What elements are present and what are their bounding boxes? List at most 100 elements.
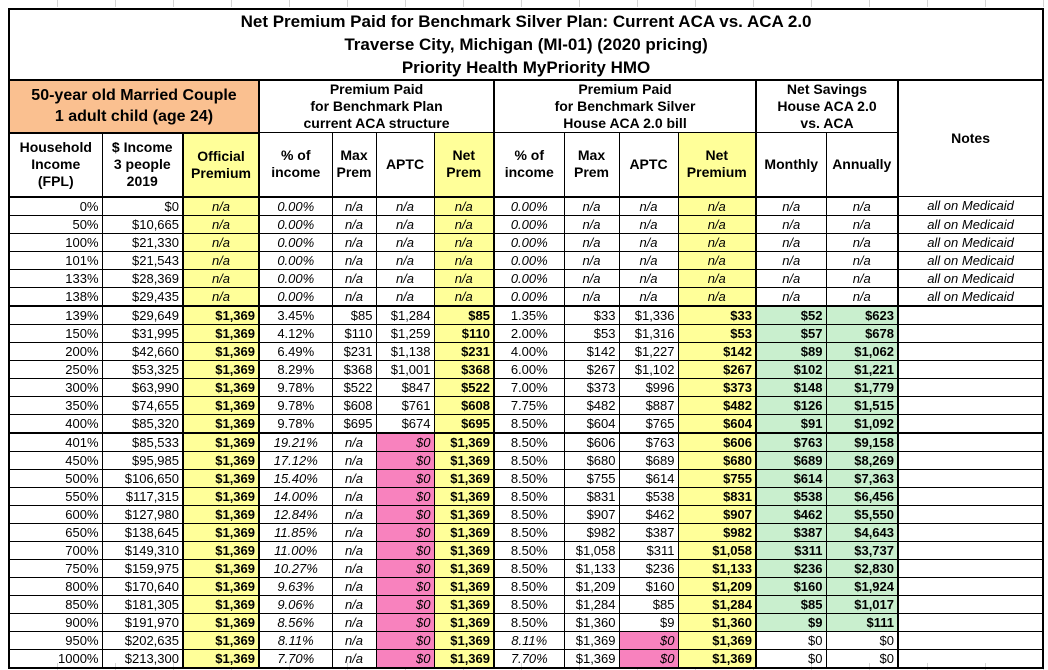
cell-max-prem-house: n/a xyxy=(563,268,620,288)
title-line-3: Priority Health MyPriority HMO xyxy=(401,58,651,77)
cell-max-prem-house: n/a xyxy=(563,250,620,270)
cell-income-2019: $138,645 xyxy=(101,522,184,542)
cell-max-prem-aca: $368 xyxy=(331,359,377,379)
cell-fpl: 600% xyxy=(8,504,103,524)
table-row: 900% $191,970 $1,369 8.56% n/a $0 $1,369 8.50% $… xyxy=(8,612,1044,632)
cell-net-prem-aca: n/a xyxy=(433,286,495,307)
cell-max-prem-house: $604 xyxy=(563,413,620,434)
column-header-pct-income-aca: % of income xyxy=(258,132,333,198)
cell-savings-monthly: n/a xyxy=(755,268,827,288)
cell-max-prem-house: n/a xyxy=(563,286,620,307)
cell-official-premium: $1,369 xyxy=(182,630,260,650)
cell-aptc-house: $387 xyxy=(618,522,679,542)
column-header-aptc-aca: APTC xyxy=(375,132,435,198)
cell-savings-annually: $3,737 xyxy=(825,540,899,560)
cell-pct-income-aca: 9.78% xyxy=(258,413,333,434)
title-line-1: Net Premium Paid for Benchmark Silver Pl… xyxy=(240,12,812,31)
cell-max-prem-aca: n/a xyxy=(331,450,377,470)
cell-fpl: 133% xyxy=(8,268,103,288)
cell-net-prem-aca: $1,369 xyxy=(433,576,495,596)
cell-fpl: 950% xyxy=(8,630,103,650)
cell-max-prem-aca: $695 xyxy=(331,413,377,434)
cell-savings-annually: $4,643 xyxy=(825,522,899,542)
cell-aptc-aca: $674 xyxy=(375,413,435,434)
cell-max-prem-aca: n/a xyxy=(331,268,377,288)
cell-fpl: 138% xyxy=(8,286,103,307)
column-header-max-prem-house: Max Prem xyxy=(563,132,620,198)
cell-official-premium: $1,369 xyxy=(182,413,260,434)
cell-savings-monthly: $160 xyxy=(755,576,827,596)
cell-savings-monthly: n/a xyxy=(755,196,827,216)
cell-income-2019: $149,310 xyxy=(101,540,184,560)
cell-net-premium-house: $982 xyxy=(677,522,757,542)
cell-official-premium: n/a xyxy=(182,232,260,252)
group-header-current-aca: Premium Paid for Benchmark Plan current … xyxy=(258,79,495,133)
cell-income-2019: $127,980 xyxy=(101,504,184,524)
cell-notes xyxy=(896,450,1044,470)
cell-official-premium: $1,369 xyxy=(182,540,260,560)
cell-income-2019: $213,300 xyxy=(101,648,184,668)
cell-net-premium-house: n/a xyxy=(677,286,757,307)
cell-savings-monthly: $538 xyxy=(755,486,827,506)
cell-income-2019: $85,320 xyxy=(101,413,184,434)
cell-net-prem-aca: $110 xyxy=(433,323,495,343)
cell-aptc-aca: $0 xyxy=(375,630,435,650)
cell-fpl: 401% xyxy=(8,432,103,452)
table-row: 250% $53,325 $1,369 8.29% $368 $1,001 $368 6.00… xyxy=(8,359,1044,379)
cell-max-prem-house: $1,369 xyxy=(563,648,620,668)
cell-income-2019: $181,305 xyxy=(101,594,184,614)
cell-max-prem-aca: $522 xyxy=(331,377,377,397)
cell-pct-income-house: 7.00% xyxy=(493,377,565,397)
column-header-savings-annually: Annually xyxy=(825,132,899,198)
cell-net-premium-house: n/a xyxy=(677,214,757,234)
cell-savings-monthly: n/a xyxy=(755,250,827,270)
cell-official-premium: $1,369 xyxy=(182,341,260,361)
cell-max-prem-aca: n/a xyxy=(331,594,377,614)
cell-pct-income-aca: 15.40% xyxy=(258,468,333,488)
cell-aptc-aca: $0 xyxy=(375,558,435,578)
cell-savings-monthly: $52 xyxy=(755,305,827,325)
column-header-fpl: Household Income (FPL) xyxy=(8,132,103,198)
cell-aptc-house: $538 xyxy=(618,486,679,506)
cell-official-premium: n/a xyxy=(182,286,260,307)
cell-net-premium-house: $373 xyxy=(677,377,757,397)
cell-pct-income-house: 8.50% xyxy=(493,540,565,560)
cell-pct-income-house: 0.00% xyxy=(493,268,565,288)
table-row: 100% $21,330 n/a 0.00% n/a n/a n/a 0.00% n/a n/a n… xyxy=(8,232,1044,252)
table-row: 133% $28,369 n/a 0.00% n/a n/a n/a 0.00% n/a n/a n… xyxy=(8,268,1044,288)
cell-fpl: 300% xyxy=(8,377,103,397)
cell-aptc-aca: n/a xyxy=(375,268,435,288)
cell-pct-income-aca: 6.49% xyxy=(258,341,333,361)
cell-max-prem-aca: n/a xyxy=(331,648,377,668)
cell-net-prem-aca: $1,369 xyxy=(433,486,495,506)
cell-pct-income-house: 0.00% xyxy=(493,214,565,234)
cell-max-prem-aca: n/a xyxy=(331,486,377,506)
cell-income-2019: $42,660 xyxy=(101,341,184,361)
cell-fpl: 400% xyxy=(8,413,103,434)
table-row: 300% $63,990 $1,369 9.78% $522 $847 $522 7.00% $… xyxy=(8,377,1044,397)
cell-savings-annually: $1,779 xyxy=(825,377,899,397)
cell-max-prem-house: $1,209 xyxy=(563,576,620,596)
cell-pct-income-house: 8.50% xyxy=(493,486,565,506)
cell-official-premium: $1,369 xyxy=(182,612,260,632)
cell-max-prem-house: $831 xyxy=(563,486,620,506)
cell-aptc-house: $887 xyxy=(618,395,679,415)
cell-max-prem-aca: $608 xyxy=(331,395,377,415)
cell-savings-monthly: $91 xyxy=(755,413,827,434)
cell-savings-monthly: $57 xyxy=(755,323,827,343)
cell-savings-annually: n/a xyxy=(825,196,899,216)
cell-notes: all on Medicaid xyxy=(896,214,1044,234)
cell-max-prem-house: $142 xyxy=(563,341,620,361)
table-row: 200% $42,660 $1,369 6.49% $231 $1,138 $231 4.00… xyxy=(8,341,1044,361)
cell-net-prem-aca: $522 xyxy=(433,377,495,397)
cell-pct-income-aca: 0.00% xyxy=(258,196,333,216)
cell-net-premium-house: $482 xyxy=(677,395,757,415)
table-row: 950% $202,635 $1,369 8.11% n/a $0 $1,369 8.11% $… xyxy=(8,630,1044,650)
cell-notes xyxy=(896,558,1044,578)
cell-max-prem-house: $1,369 xyxy=(563,630,620,650)
cell-notes xyxy=(896,576,1044,596)
cell-pct-income-house: 6.00% xyxy=(493,359,565,379)
cell-pct-income-aca: 0.00% xyxy=(258,268,333,288)
cell-net-prem-aca: $1,369 xyxy=(433,432,495,452)
cell-official-premium: $1,369 xyxy=(182,522,260,542)
